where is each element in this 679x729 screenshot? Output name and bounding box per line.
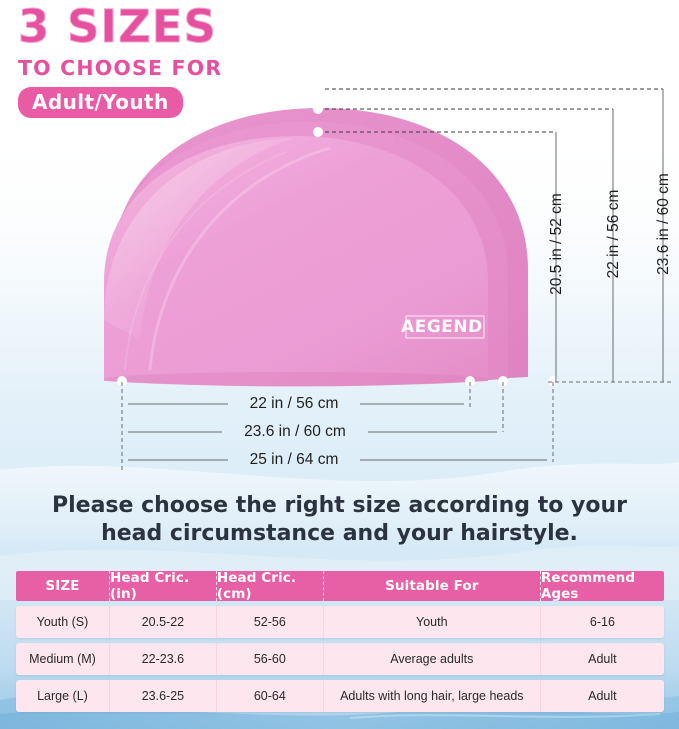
vertical-dimension-label-s: 20.5 in / 52 cm xyxy=(548,193,565,295)
table-row: Youth (S) 20.5-22 52-56 Youth 6-16 xyxy=(16,606,664,638)
table-header-row: SIZE Head Cric.(in) Head Cric.(cm) Suita… xyxy=(16,571,664,601)
column-header-suitable: Suitable For xyxy=(324,571,541,601)
cell-head-cm: 52-56 xyxy=(217,606,324,638)
cell-size: Medium (M) xyxy=(16,643,110,675)
cell-ages: 6-16 xyxy=(589,615,615,629)
cell-head-cm: 60-64 xyxy=(217,680,324,712)
column-header-size: SIZE xyxy=(16,571,110,601)
page-subtitle: TO CHOOSE FOR xyxy=(18,55,223,80)
column-header-head-cm: Head Cric.(cm) xyxy=(217,571,324,601)
heading-block: 3 SIZES TO CHOOSE FOR Adult/Youth xyxy=(18,0,438,118)
page-title: 3 SIZES xyxy=(18,0,217,53)
vertical-dimension-label-l: 23.6 in / 60 cm xyxy=(655,173,672,275)
cell-size: Large (L) xyxy=(16,680,110,712)
cap-silhouette-small xyxy=(104,136,488,387)
horizontal-dimension-label-m: 23.6 in / 60 cm xyxy=(244,423,346,440)
table-row: Large (L) 23.6-25 60-64 Adults with long… xyxy=(16,680,664,712)
product-diagram: AEGEND xyxy=(0,70,679,410)
cell-suitable: Youth xyxy=(324,606,541,638)
cell-size: Youth (S) xyxy=(16,606,110,638)
brand-logo: AEGEND xyxy=(401,315,485,339)
cell-suitable: Average adults xyxy=(324,643,541,675)
horizontal-measure-lines xyxy=(121,382,554,470)
cell-head-in: 20.5-22 xyxy=(110,606,217,638)
cell-head-in: 23.6-25 xyxy=(110,680,217,712)
cell-suitable: Adults with long hair, large heads xyxy=(324,680,541,712)
cell-ages: Adult xyxy=(588,652,617,666)
vertical-measure-lines xyxy=(548,89,671,383)
instruction-text: Please choose the right size according t… xyxy=(52,493,627,547)
top-dimension-guides xyxy=(313,84,663,137)
horizontal-dimension-label-s: 22 in / 56 cm xyxy=(249,395,339,412)
column-header-ages: Recommend Ages xyxy=(540,571,636,601)
size-chart-table: SIZE Head Cric.(in) Head Cric.(cm) Suita… xyxy=(16,571,664,712)
svg-text:AEGEND: AEGEND xyxy=(401,317,483,337)
swim-cap-illustration: AEGEND xyxy=(104,84,671,410)
cell-head-cm: 56-60 xyxy=(217,643,324,675)
cell-head-in: 22-23.6 xyxy=(110,643,217,675)
column-header-head-in: Head Cric.(in) xyxy=(110,571,217,601)
status-badge: Adult/Youth xyxy=(18,86,183,118)
cell-ages: Adult xyxy=(588,689,617,703)
horizontal-dimension-label-l: 25 in / 64 cm xyxy=(249,451,339,468)
vertical-dimension-label-m: 22 in / 56 cm xyxy=(605,189,622,279)
table-row: Medium (M) 22-23.6 56-60 Average adults … xyxy=(16,643,664,675)
